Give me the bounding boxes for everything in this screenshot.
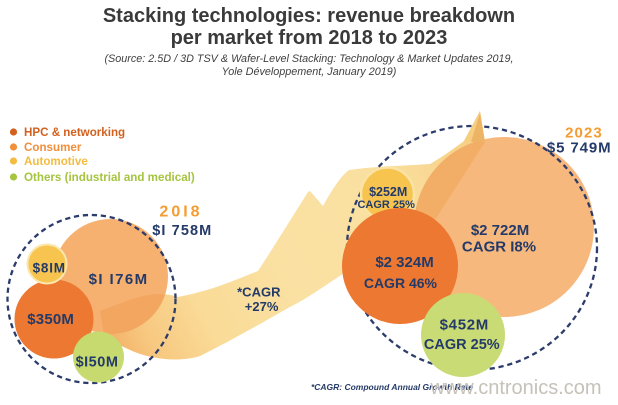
svg-text:+27%: +27% (245, 299, 279, 314)
svg-text:*CAGR: Compound Annual Growth: *CAGR: Compound Annual Growth Rate (311, 382, 473, 392)
svg-text:Yole Développement, January 20: Yole Développement, January 2019) (222, 66, 397, 78)
svg-text:20I8: 20I8 (159, 204, 202, 221)
svg-text:$I I76M: $I I76M (89, 271, 149, 288)
svg-text:$2 324M: $2 324M (375, 254, 433, 271)
svg-text:$I 758M: $I 758M (152, 223, 212, 239)
svg-text:CAGR 25%: CAGR 25% (424, 337, 500, 353)
svg-text:Stacking technologies: revenue: Stacking technologies: revenue breakdown (103, 5, 515, 27)
svg-text:per market from 2018 to 2023: per market from 2018 to 2023 (171, 27, 448, 49)
svg-text:$252M: $252M (369, 185, 407, 199)
svg-text:(Source: 2.5D / 3D TSV & Wafer: (Source: 2.5D / 3D TSV & Wafer-Level Sta… (104, 53, 513, 65)
svg-text:2023: 2023 (565, 125, 603, 142)
svg-text:$I50M: $I50M (76, 355, 119, 371)
svg-text:CAGR 25%: CAGR 25% (357, 199, 415, 211)
svg-text:$2 722M: $2 722M (471, 222, 529, 239)
svg-text:Others (industrial and medical: Others (industrial and medical) (24, 171, 195, 184)
svg-text:CAGR 46%: CAGR 46% (364, 275, 438, 291)
svg-text:Consumer: Consumer (24, 141, 82, 154)
svg-text:HPC & networking: HPC & networking (24, 126, 125, 139)
svg-text:$350M: $350M (27, 311, 74, 328)
svg-text:$8IM: $8IM (33, 261, 66, 276)
svg-text:$5 749M: $5 749M (547, 140, 612, 157)
svg-text:CAGR I8%: CAGR I8% (462, 239, 536, 256)
svg-text:*CAGR: *CAGR (237, 285, 281, 300)
svg-text:$452M: $452M (440, 317, 489, 334)
svg-text:Automotive: Automotive (24, 155, 88, 168)
svg-text:www.cntronics.com: www.cntronics.com (429, 377, 601, 399)
